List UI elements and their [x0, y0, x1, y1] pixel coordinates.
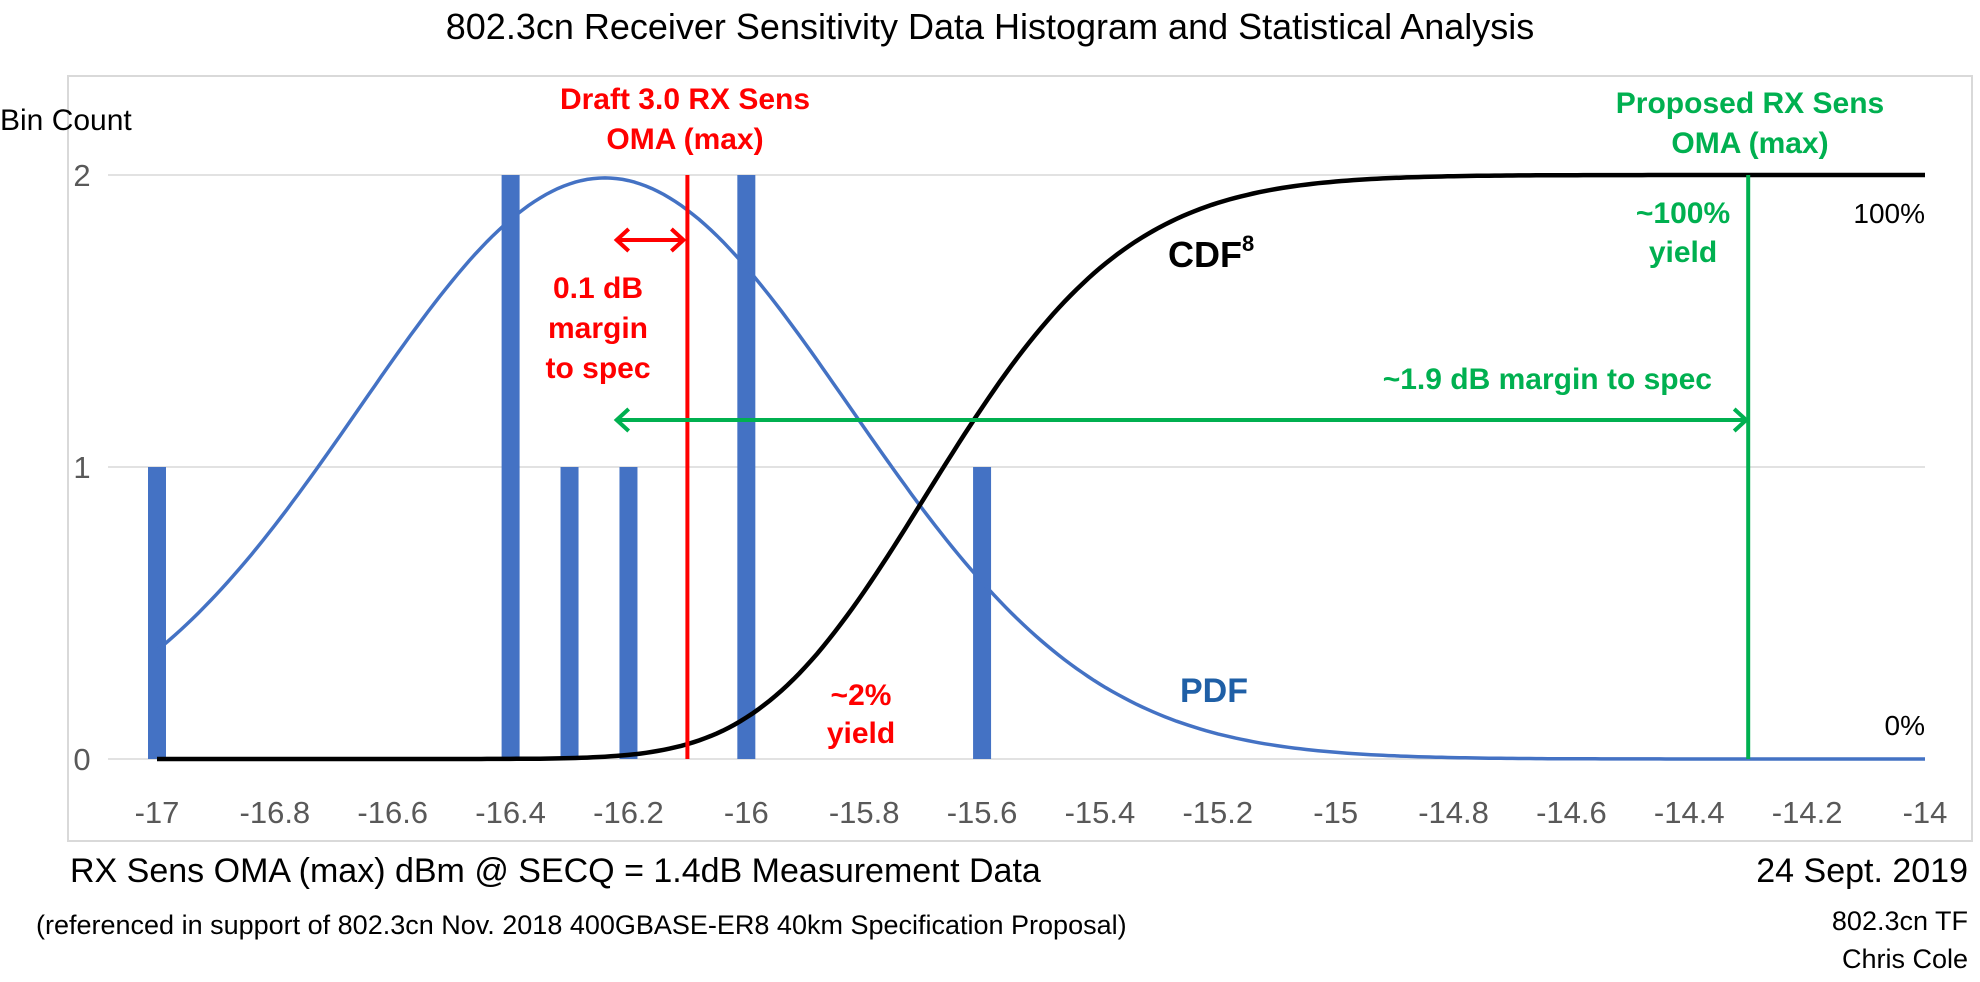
draft-spec-title-line1: Draft 3.0 RX Sens: [560, 83, 810, 116]
cdf-label: CDF8: [1168, 231, 1254, 275]
histogram-bars: [148, 175, 992, 759]
pdf-curve: [155, 176, 1925, 761]
chart-frame: [67, 75, 1973, 842]
x-axis-title: RX Sens OMA (max) dBm @ SECQ = 1.4dB Mea…: [70, 852, 1041, 890]
x-tick-label: -17: [135, 795, 180, 830]
draft-spec-title-line2: OMA (max): [606, 123, 763, 156]
y-tick-label: 1: [73, 450, 90, 485]
date: 24 Sept. 2019: [1756, 852, 1968, 890]
histogram-bar: [619, 467, 638, 759]
x-tick-label: -16: [724, 795, 769, 830]
histogram-bar: [148, 467, 166, 759]
histogram-bar: [560, 467, 579, 759]
x-tick-label: -16.8: [240, 795, 311, 830]
arrow-head-right: [1732, 407, 1750, 433]
x-tick-label: -16.4: [475, 795, 546, 830]
x-tick-label: -15.8: [829, 795, 900, 830]
green-margin-label: ~1.9 dB margin to spec: [1383, 363, 1712, 396]
arrow-head-right: [670, 227, 687, 253]
arrow-head-left: [613, 227, 631, 253]
arrow-head-left: [613, 407, 631, 433]
histogram-bar: [973, 467, 992, 759]
x-tick-label: -15.4: [1065, 795, 1136, 830]
x-tick-label: -16.2: [593, 795, 664, 830]
x-tick-label: -15.6: [947, 795, 1018, 830]
x-tick-label: -14: [1903, 795, 1948, 830]
red-margin-line2: margin: [548, 312, 648, 345]
x-tick-label: -15: [1313, 795, 1358, 830]
task-force-name: 802.3cn TF: [1831, 906, 1968, 936]
green-yield-line1: ~100%: [1636, 197, 1730, 230]
red-yield-line2: yield: [827, 717, 895, 750]
green-margin-arrow: [613, 407, 1750, 433]
red-margin-arrow: [613, 227, 687, 253]
cdf-label-text: CDF: [1168, 234, 1242, 275]
x-axis: -17 -16.8 -16.6 -16.4 -16.2 -16 -15.8 -15.6 -15.…: [135, 795, 1948, 830]
y-axis-label: Bin Count: [0, 104, 132, 137]
y-tick-label: 2: [73, 158, 90, 193]
cdf-0-percent-label: 0%: [1885, 710, 1925, 741]
red-margin-line1: 0.1 dB: [553, 272, 643, 305]
cdf-curve: [157, 172, 1925, 762]
cdf-superscript: 8: [1242, 231, 1254, 256]
chart-title: 802.3cn Receiver Sensitivity Data Histog…: [445, 6, 1535, 47]
x-tick-label: -14.4: [1654, 795, 1725, 830]
green-yield-line2: yield: [1649, 236, 1717, 269]
x-tick-label: -14.8: [1418, 795, 1489, 830]
proposed-spec-title-line1: Proposed RX Sens: [1616, 87, 1884, 120]
x-tick-label: -15.2: [1182, 795, 1253, 830]
histogram-bar: [501, 175, 520, 759]
red-yield-line1: ~2%: [831, 679, 892, 712]
histogram-bar: [737, 175, 756, 759]
proposed-spec-title-line2: OMA (max): [1671, 127, 1828, 160]
author: Chris Cole: [1841, 944, 1968, 974]
x-tick-label: -14.2: [1772, 795, 1843, 830]
x-tick-label: -16.6: [357, 795, 428, 830]
pdf-label: PDF: [1180, 672, 1248, 710]
reference-note: (referenced in support of 802.3cn Nov. 2…: [36, 910, 1127, 940]
y-tick-label: 0: [73, 742, 90, 777]
y-axis: 0 1 2: [73, 158, 90, 777]
red-margin-line3: to spec: [545, 352, 650, 385]
cdf-100-percent-label: 100%: [1853, 198, 1925, 229]
x-tick-label: -14.6: [1536, 795, 1607, 830]
